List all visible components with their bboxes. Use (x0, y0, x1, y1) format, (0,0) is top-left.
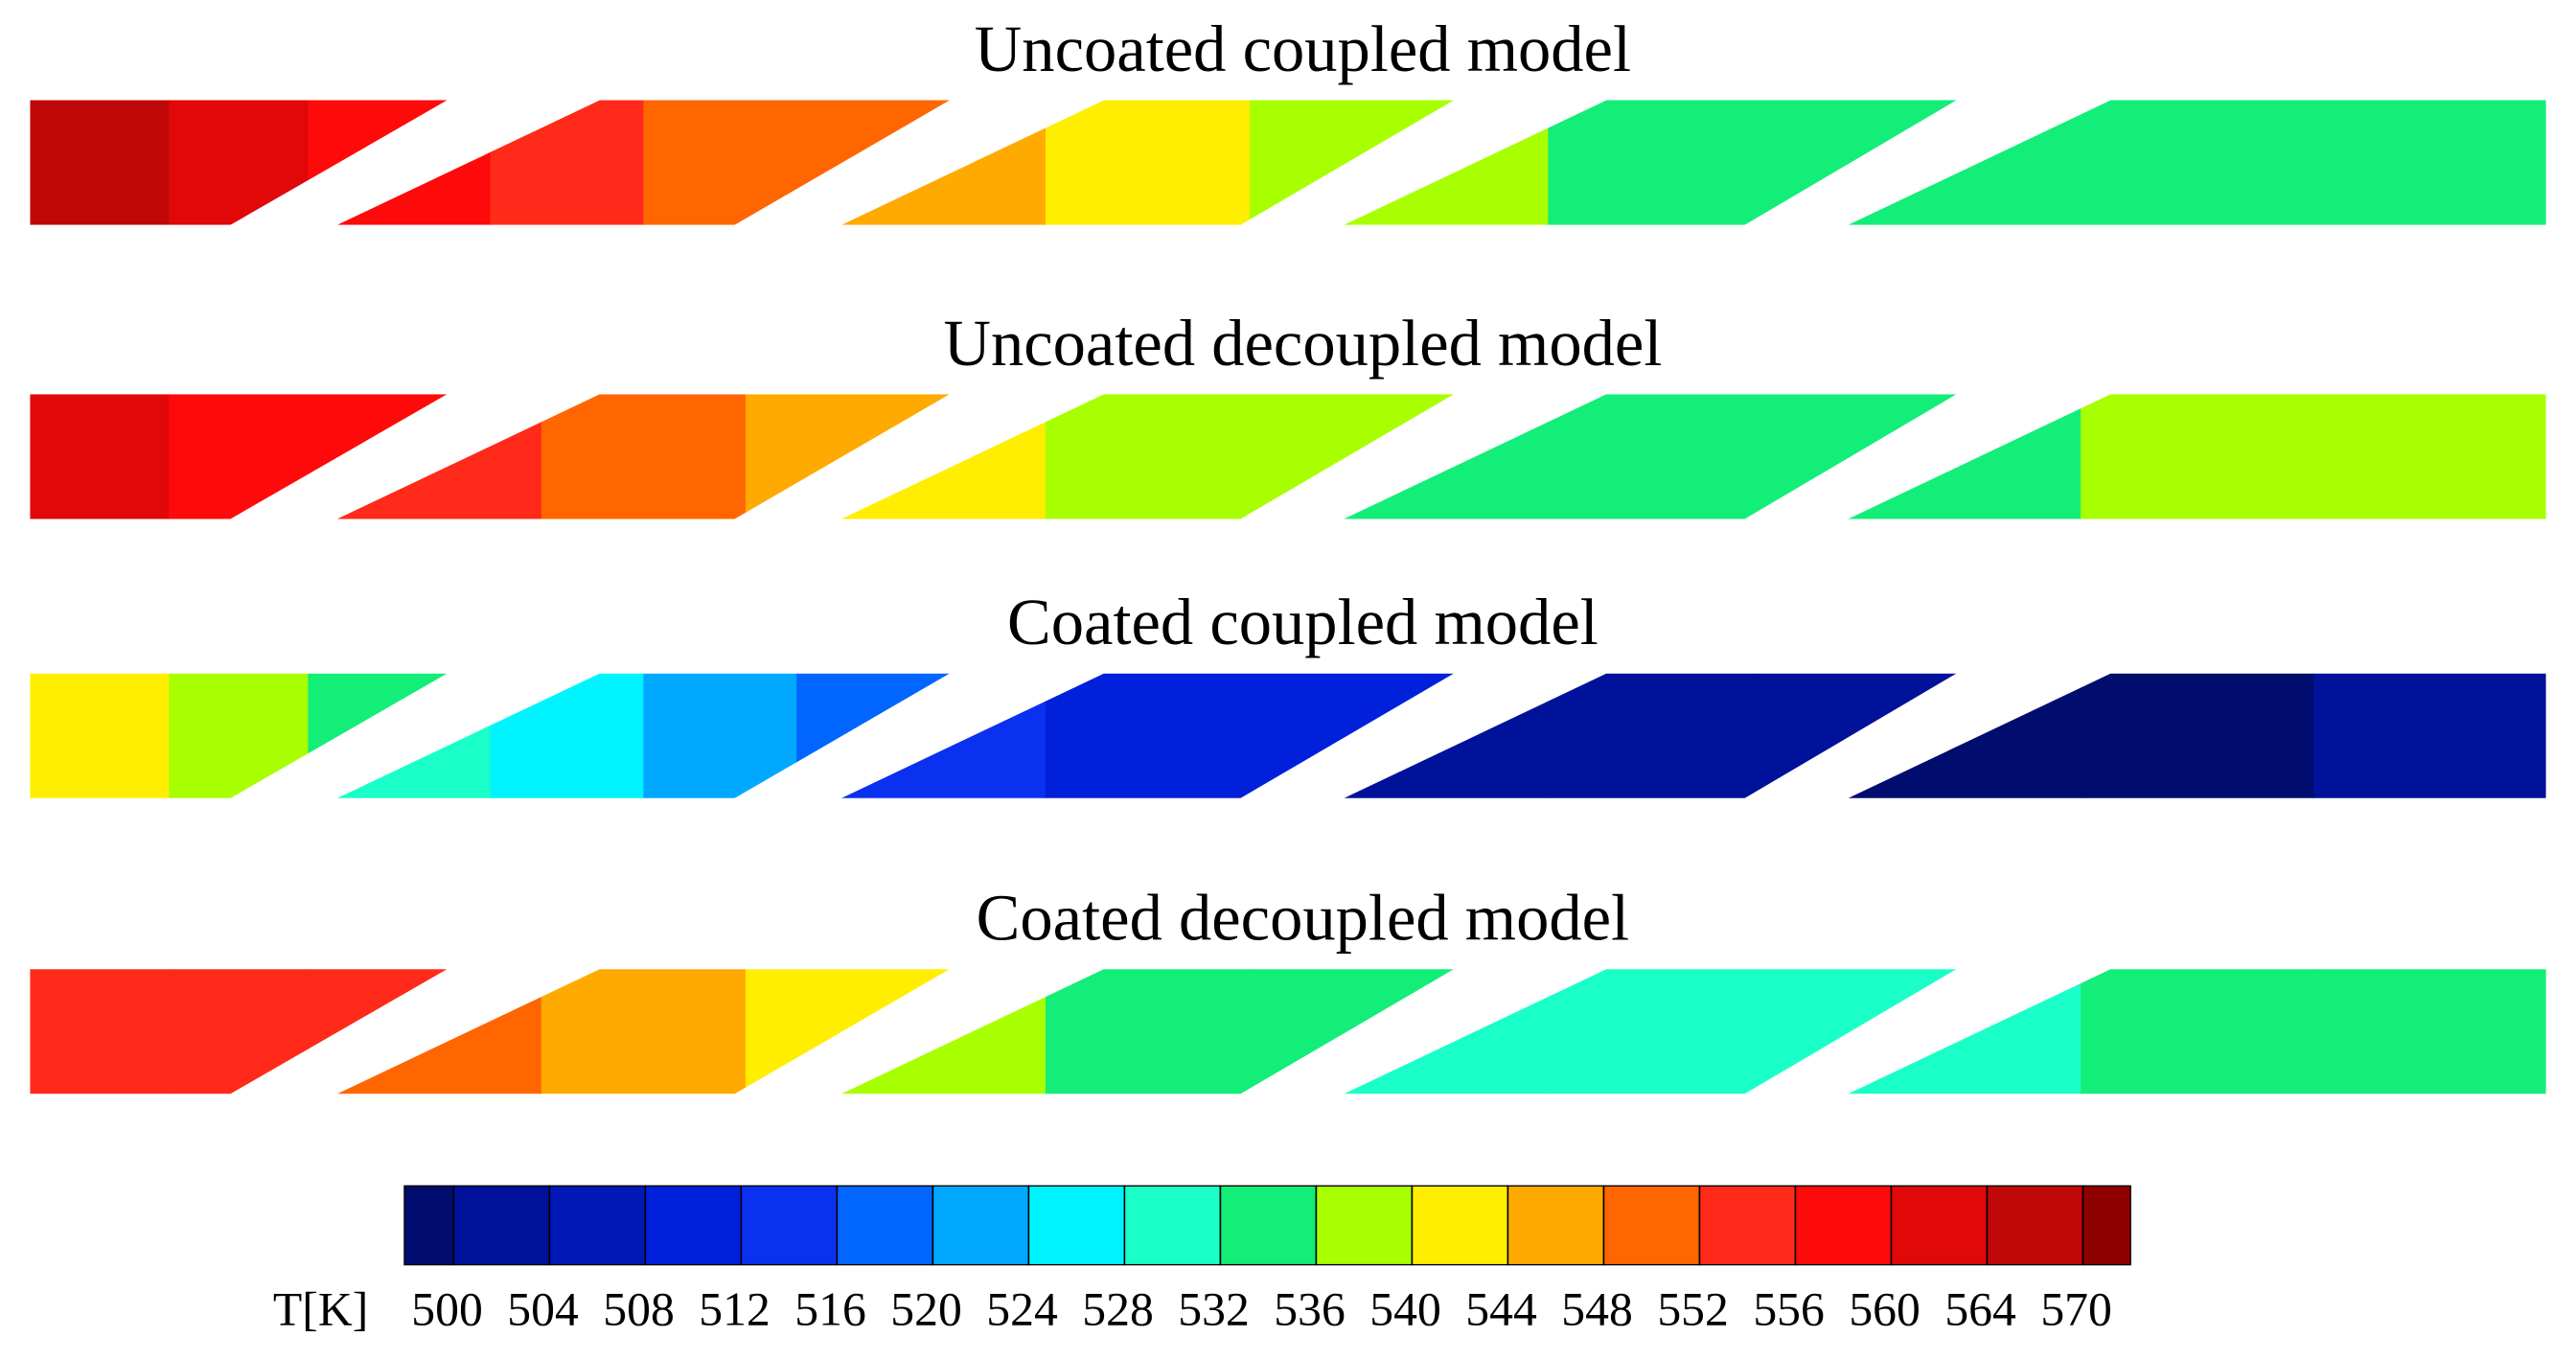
panel-title: Uncoated coupled model (975, 12, 1631, 85)
colorbar-tick-label: 560 (1849, 1282, 1920, 1335)
panel-title: Coated decoupled model (977, 882, 1629, 955)
colorbar-swatch (1794, 1185, 1893, 1266)
colorbar-tick-label: 540 (1369, 1282, 1441, 1335)
panel-title: Uncoated decoupled model (943, 307, 1662, 380)
temperature-region (490, 673, 645, 798)
temperature-region (1045, 673, 1252, 798)
colorbar-swatch (2082, 1185, 2131, 1266)
temperature-region (30, 100, 171, 225)
colorbar-swatch (403, 1185, 455, 1266)
temperature-region (2312, 394, 2546, 519)
colorbar-tick-label: 536 (1274, 1282, 1346, 1335)
colorbar-tick-label: 556 (1753, 1282, 1825, 1335)
temperature-region (2081, 969, 2314, 1095)
temperature-region (2312, 673, 2546, 798)
colorbar-tick-label: 564 (1944, 1282, 2016, 1335)
colorbar-swatch (1986, 1185, 2084, 1266)
temperature-region (30, 969, 171, 1095)
colorbar-swatch (1602, 1185, 1701, 1266)
temperature-region (169, 394, 310, 519)
colorbar-tick-label: 508 (603, 1282, 675, 1335)
channel (840, 673, 1455, 798)
channel (1344, 394, 1957, 519)
colorbar-tick-label: 528 (1082, 1282, 1154, 1335)
channel (336, 100, 950, 225)
channel (1848, 969, 2546, 1095)
colorbar-swatch (644, 1185, 743, 1266)
colorbar-swatch (548, 1185, 647, 1266)
colorbar-tick-label: 520 (890, 1282, 962, 1335)
temperature-region (2081, 394, 2314, 519)
colorbar-tick-label: 544 (1465, 1282, 1537, 1335)
colorbar-tick-label: 548 (1561, 1282, 1633, 1335)
temperature-region (169, 673, 310, 798)
temperature-region (1548, 394, 1754, 519)
colorbar-tick-label: 516 (794, 1282, 866, 1335)
colorbar-swatch (836, 1185, 934, 1266)
channel (336, 673, 950, 798)
channel (1344, 100, 1957, 225)
colorbar-swatch (1123, 1185, 1222, 1266)
colorbar-swatch (1506, 1185, 1605, 1266)
channel (840, 100, 1455, 225)
temperature-region (2312, 100, 2546, 225)
channel (1344, 969, 1957, 1095)
channel (1848, 100, 2546, 225)
colorbar-swatch (1315, 1185, 1414, 1266)
colorbar-swatch (1027, 1185, 1126, 1266)
colorbar-swatch (452, 1185, 551, 1266)
colorbar-swatch (932, 1185, 1030, 1266)
temperature-region (643, 100, 798, 225)
colorbar-tick-label: 532 (1178, 1282, 1250, 1335)
temperature-region (540, 969, 747, 1095)
temperature-region (540, 394, 747, 519)
temperature-region (2081, 100, 2314, 225)
temperature-region (1045, 100, 1252, 225)
temperature-region (643, 673, 798, 798)
colorbar-tick-label: 524 (986, 1282, 1058, 1335)
colorbar-tick-label: 512 (699, 1282, 770, 1335)
temperature-region (1548, 100, 1754, 225)
colorbar-label: T[K] (273, 1282, 368, 1335)
channel (336, 394, 950, 519)
channel (840, 394, 1455, 519)
channel (1848, 394, 2546, 519)
colorbar-tick-label: 570 (2040, 1282, 2112, 1335)
colorbar-swatch (1698, 1185, 1797, 1266)
temperature-region (490, 100, 645, 225)
channel (336, 969, 950, 1095)
channel (840, 969, 1455, 1095)
channel (1344, 673, 1957, 798)
temperature-region (169, 969, 310, 1095)
temperature-region (2312, 969, 2546, 1095)
colorbar-tick-label: 552 (1657, 1282, 1729, 1335)
temperature-region (169, 100, 310, 225)
temperature-region (30, 673, 171, 798)
colorbar-swatch (1411, 1185, 1509, 1266)
colorbar-tick-label: 504 (507, 1282, 579, 1335)
temperature-region (1548, 969, 1754, 1095)
temperature-region (2081, 673, 2314, 798)
colorbar-swatch (1890, 1185, 1989, 1266)
colorbar-swatch (1219, 1185, 1318, 1266)
panel-title: Coated coupled model (1007, 586, 1598, 658)
colorbar-tick-label: 500 (411, 1282, 483, 1335)
temperature-region (30, 394, 171, 519)
colorbar-swatch (740, 1185, 839, 1266)
temperature-region (1045, 969, 1252, 1095)
channel (1848, 673, 2546, 798)
temperature-region (1548, 673, 1754, 798)
temperature-region (1045, 394, 1252, 519)
